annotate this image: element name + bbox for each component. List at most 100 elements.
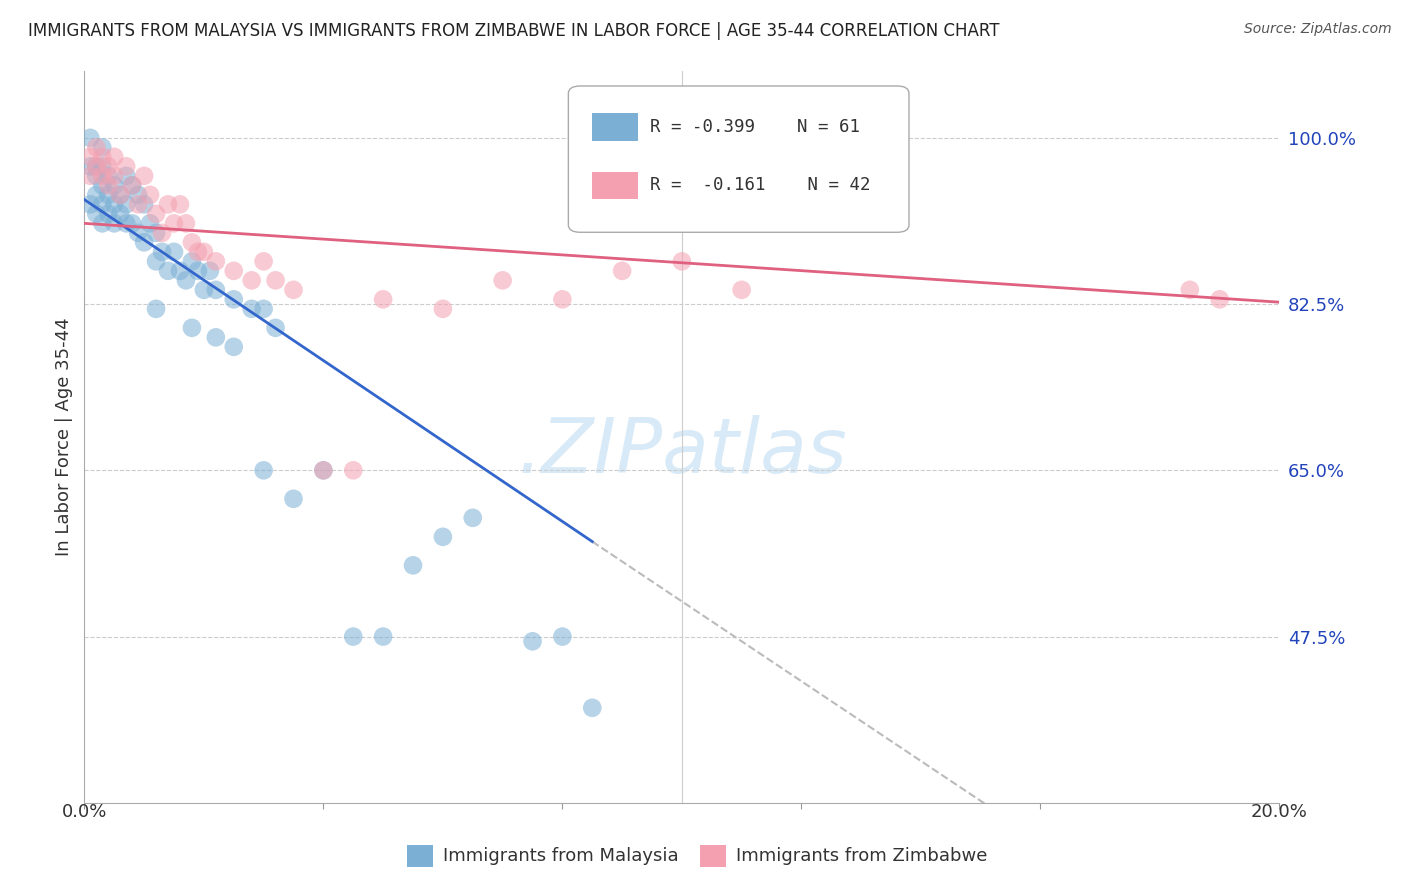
Point [551,293,574,307]
Point [174,216,197,230]
Point [145,207,167,221]
Point [283,283,305,297]
Point [253,301,276,316]
Point [492,273,515,287]
Point [91,169,114,183]
Point [79,159,101,173]
Point [145,301,167,316]
Point [551,630,574,644]
Point [79,150,101,164]
Point [145,226,167,240]
Point [163,216,186,230]
Point [91,150,114,164]
Point [103,150,125,164]
Point [1209,293,1232,307]
Point [86,169,108,183]
Point [240,273,263,287]
Point [97,207,120,221]
Point [91,140,114,154]
Point [110,187,132,202]
Point [121,216,143,230]
Point [79,169,101,183]
Text: 20.0%: 20.0% [1251,803,1308,821]
Point [187,264,209,278]
Point [240,301,263,316]
Point [461,511,484,525]
Bar [700,846,725,867]
Point [373,293,395,307]
Point [163,244,186,259]
Point [103,178,125,193]
Point [222,340,245,354]
Point [169,264,191,278]
Point [283,491,305,506]
Point [139,216,162,230]
Point [169,197,191,211]
Point [205,283,228,297]
Point [264,273,287,287]
Point [79,197,101,211]
Point [127,187,149,202]
Point [312,463,335,477]
Point [174,273,197,287]
Point [103,216,125,230]
Point [731,283,754,297]
Text: R =  -0.161    N = 42: R = -0.161 N = 42 [650,177,870,194]
Point [110,207,132,221]
Point [342,630,364,644]
Point [115,197,138,211]
Text: Immigrants from Zimbabwe: Immigrants from Zimbabwe [735,847,987,865]
Point [312,463,335,477]
Point [157,264,180,278]
Point [121,178,143,193]
Point [264,321,287,335]
Point [91,178,114,193]
Point [127,226,149,240]
Point [145,254,167,268]
Point [432,530,454,544]
Point [222,264,245,278]
Point [86,187,108,202]
Point [132,197,156,211]
Point [86,159,108,173]
Point [402,558,425,573]
Point [115,159,138,173]
Text: Immigrants from Malaysia: Immigrants from Malaysia [443,847,679,865]
Point [187,244,209,259]
Point [79,131,101,145]
Point [132,169,156,183]
Point [110,187,132,202]
Text: 0.0%: 0.0% [62,803,107,821]
Point [115,169,138,183]
Y-axis label: In Labor Force | Age 35-44: In Labor Force | Age 35-44 [55,318,73,557]
Point [127,197,149,211]
Text: IMMIGRANTS FROM MALAYSIA VS IMMIGRANTS FROM ZIMBABWE IN LABOR FORCE | AGE 35-44 : IMMIGRANTS FROM MALAYSIA VS IMMIGRANTS F… [28,22,1000,40]
Point [157,197,180,211]
Point [193,244,215,259]
Point [121,178,143,193]
Point [193,283,215,297]
Point [91,197,114,211]
Point [97,169,120,183]
Bar [408,846,433,867]
Point [1178,283,1201,297]
Point [342,463,364,477]
Point [373,630,395,644]
Point [671,254,693,268]
Point [253,463,276,477]
Text: Source: ZipAtlas.com: Source: ZipAtlas.com [1244,22,1392,37]
Point [132,235,156,250]
Point [150,226,173,240]
Point [86,140,108,154]
Point [181,321,204,335]
Point [181,254,204,268]
Point [205,254,228,268]
Point [205,330,228,344]
Point [91,216,114,230]
Bar [592,113,638,141]
Point [103,197,125,211]
FancyBboxPatch shape [568,86,910,232]
Point [86,159,108,173]
Point [97,178,120,193]
Point [522,634,544,648]
